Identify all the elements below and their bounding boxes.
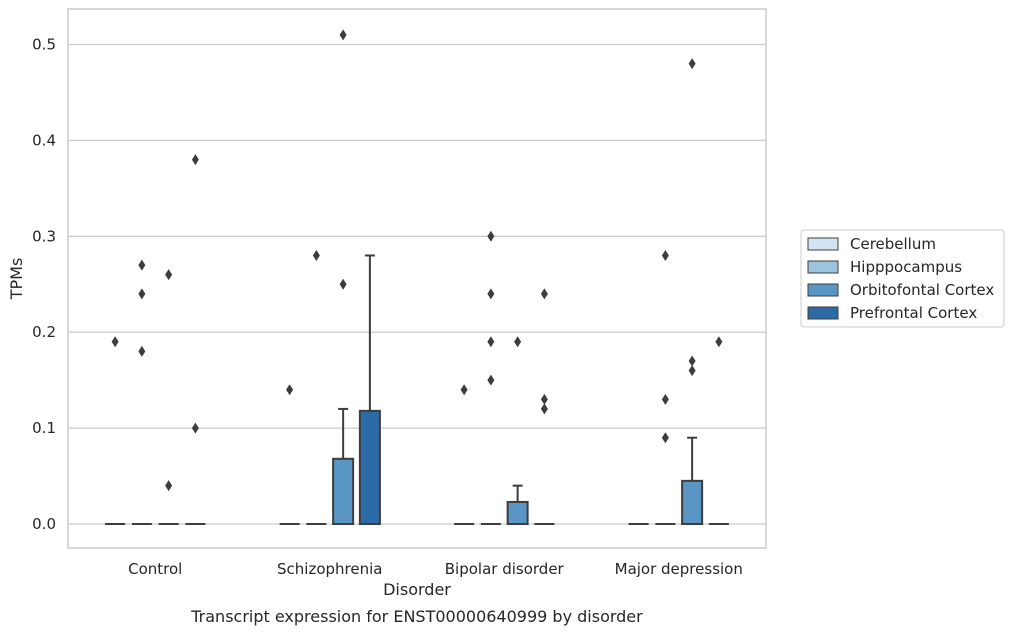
y-axis-label: TPMs — [7, 258, 26, 301]
outlier-point — [688, 355, 696, 367]
box-1-3 — [358, 254, 381, 526]
legend: Cerebellum Hipppocampus Orbitofontal Corte… — [800, 229, 1005, 328]
box-body — [358, 409, 381, 526]
outlier-point — [460, 384, 468, 396]
box-body — [332, 457, 355, 526]
outlier-point — [688, 58, 696, 70]
y-tick-label: 0.0 — [32, 515, 56, 533]
y-tick-label: 0.3 — [32, 227, 56, 245]
box-3-2 — [681, 436, 704, 526]
x-axis-ticks: Control Schizophrenia Bipolar disorder Majo… — [128, 560, 743, 578]
legend-label: Hipppocampus — [850, 258, 962, 276]
legend-swatch — [807, 306, 839, 320]
legend-swatch — [807, 237, 839, 251]
outlier-point — [514, 336, 522, 348]
legend-label: Orbitofontal Cortex — [850, 281, 994, 299]
plot-frame — [67, 8, 767, 549]
outlier-point — [138, 345, 146, 357]
outlier-point — [540, 393, 548, 405]
outlier-point — [286, 384, 294, 396]
y-tick-label: 0.4 — [32, 131, 56, 149]
outlier-point — [111, 336, 119, 348]
outlier-point — [661, 393, 669, 405]
outlier-point — [165, 480, 173, 492]
legend-label: Cerebellum — [850, 235, 936, 253]
outlier-point — [487, 374, 495, 386]
outlier-point — [487, 230, 495, 242]
grid-lines — [68, 43, 766, 525]
x-axis-label: Disorder — [383, 580, 451, 599]
legend-swatch — [807, 260, 839, 274]
y-tick-label: 0.1 — [32, 419, 56, 437]
outlier-point — [339, 278, 347, 290]
box-body — [506, 500, 529, 526]
outlier-point — [138, 288, 146, 300]
chart-caption: Transcript expression for ENST0000064099… — [190, 607, 643, 626]
outlier-point — [661, 249, 669, 261]
outlier-point — [715, 336, 723, 348]
outlier-point — [540, 288, 548, 300]
outlier-point — [540, 403, 548, 415]
x-tick-label: Schizophrenia — [277, 560, 382, 578]
outlier-point — [191, 154, 199, 166]
legend-label: Prefrontal Cortex — [850, 304, 977, 322]
outlier-point — [138, 259, 146, 271]
outlier-point — [661, 432, 669, 444]
box-2-2 — [506, 484, 529, 526]
outlier-point — [165, 269, 173, 281]
outlier-point — [688, 365, 696, 377]
y-tick-label: 0.2 — [32, 323, 56, 341]
outlier-point — [487, 288, 495, 300]
x-tick-label: Major depression — [615, 560, 743, 578]
outlier-point — [487, 336, 495, 348]
outlier-point — [191, 422, 199, 434]
y-axis-ticks: 0.0 0.1 0.2 0.3 0.4 0.5 — [32, 35, 56, 533]
outlier-point — [312, 249, 320, 261]
legend-box — [800, 229, 1005, 328]
outliers — [111, 29, 723, 492]
y-tick-label: 0.5 — [32, 35, 56, 53]
outlier-point — [339, 29, 347, 41]
boxes — [105, 254, 729, 526]
x-tick-label: Control — [128, 560, 182, 578]
legend-swatch — [807, 283, 839, 297]
box-1-2 — [332, 407, 355, 526]
x-tick-label: Bipolar disorder — [445, 560, 565, 578]
box-body — [681, 479, 704, 526]
